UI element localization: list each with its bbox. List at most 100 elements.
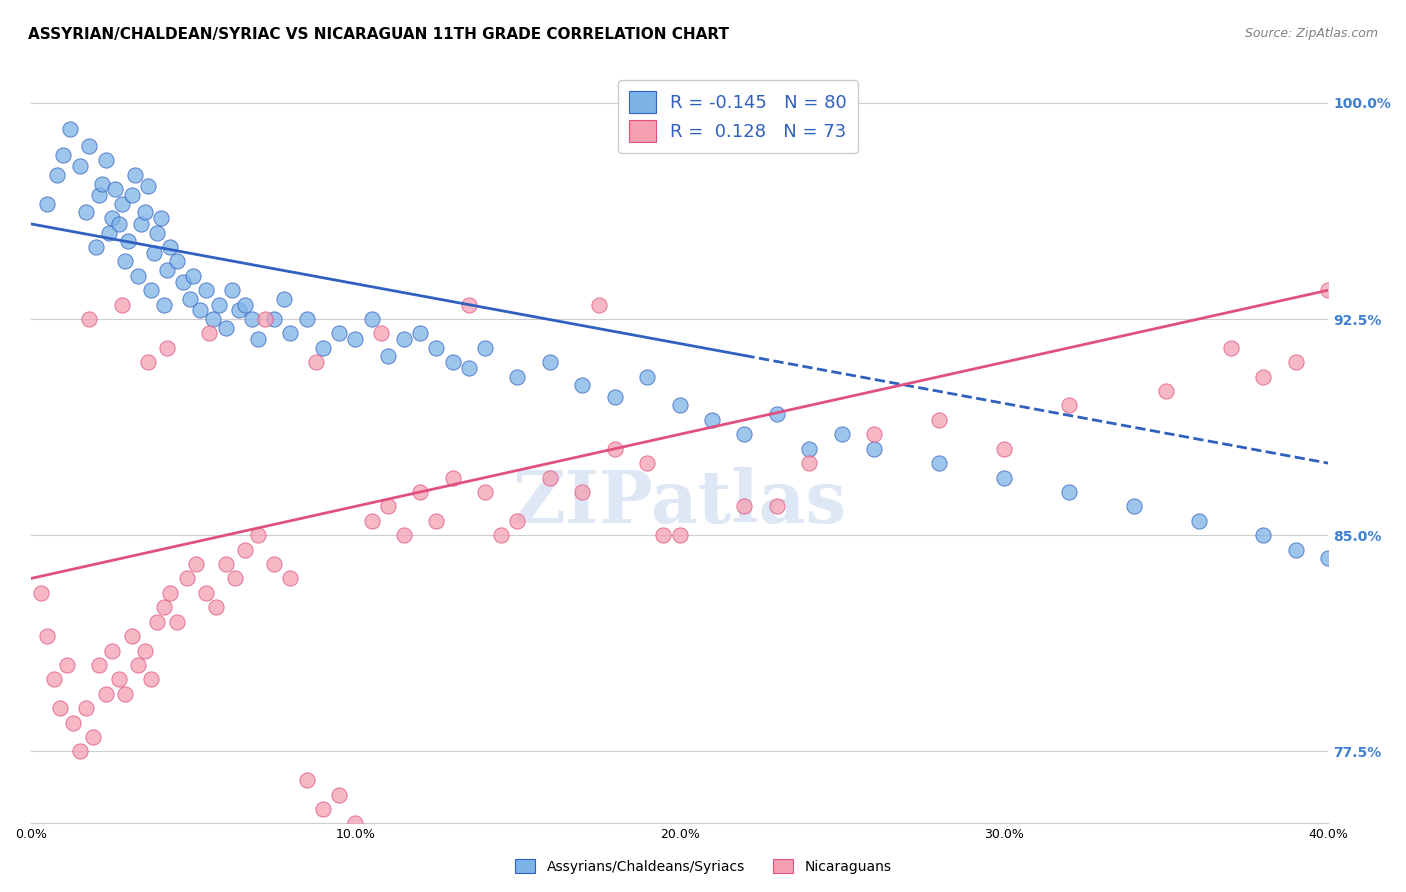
Point [603, 390, 626, 404]
Point [156, 263, 179, 277]
Point [668, 528, 690, 542]
Point [993, 470, 1015, 484]
Point [734, 500, 756, 514]
Point [101, 211, 124, 226]
Point [1285, 542, 1308, 557]
Point [328, 788, 350, 802]
Point [636, 456, 658, 470]
Point [370, 326, 392, 341]
Point [121, 629, 143, 643]
Text: ASSYRIAN/CHALDEAN/SYRIAC VS NICARAGUAN 11TH GRADE CORRELATION CHART: ASSYRIAN/CHALDEAN/SYRIAC VS NICARAGUAN 1… [28, 27, 730, 42]
Point [831, 427, 853, 442]
Point [62, 715, 84, 730]
Point [55, 657, 77, 672]
Point [766, 407, 789, 421]
Point [247, 528, 270, 542]
Legend: R = -0.145   N = 80, R =  0.128   N = 73: R = -0.145 N = 80, R = 0.128 N = 73 [619, 80, 858, 153]
Point [84, 240, 107, 254]
Point [344, 332, 367, 346]
Point [94, 153, 117, 168]
Point [134, 643, 156, 657]
Point [1317, 551, 1340, 566]
Point [153, 297, 176, 311]
Point [474, 485, 496, 500]
Text: ZIPatlas: ZIPatlas [513, 467, 846, 538]
Point [188, 303, 211, 318]
Point [863, 427, 886, 442]
Point [1253, 369, 1275, 384]
Point [117, 234, 139, 248]
Point [79, 139, 101, 153]
Point [104, 182, 127, 196]
Point [186, 557, 208, 571]
Point [734, 427, 756, 442]
Point [799, 456, 821, 470]
Legend: Assyrians/Chaldeans/Syriacs, Nicaraguans: Assyrians/Chaldeans/Syriacs, Nicaraguans [508, 852, 898, 880]
Point [127, 268, 149, 283]
Point [37, 629, 59, 643]
Point [247, 332, 270, 346]
Point [240, 312, 263, 326]
Point [49, 701, 72, 715]
Point [1057, 485, 1080, 500]
Point [571, 378, 593, 392]
Point [146, 226, 169, 240]
Point [87, 657, 110, 672]
Point [46, 168, 69, 182]
Point [295, 773, 318, 788]
Point [233, 297, 256, 311]
Point [538, 355, 561, 369]
Point [1187, 514, 1209, 528]
Point [111, 297, 134, 311]
Point [1253, 528, 1275, 542]
Point [457, 361, 479, 376]
Point [636, 369, 658, 384]
Point [30, 586, 52, 600]
Point [159, 586, 181, 600]
Point [253, 312, 276, 326]
Point [1154, 384, 1177, 398]
Point [59, 121, 82, 136]
Point [181, 268, 204, 283]
Point [114, 687, 136, 701]
Point [263, 557, 285, 571]
Point [52, 147, 75, 161]
Point [42, 673, 65, 687]
Point [441, 470, 464, 484]
Point [205, 600, 228, 615]
Point [928, 456, 950, 470]
Point [208, 297, 231, 311]
Point [107, 673, 129, 687]
Point [344, 816, 367, 830]
Point [69, 744, 91, 758]
Point [97, 226, 120, 240]
Point [538, 470, 561, 484]
Point [280, 571, 302, 585]
Point [1317, 283, 1340, 297]
Point [491, 528, 513, 542]
Point [136, 179, 159, 194]
Point [166, 615, 188, 629]
Point [75, 205, 97, 219]
Point [146, 615, 169, 629]
Point [166, 254, 188, 268]
Point [360, 514, 382, 528]
Point [214, 320, 236, 334]
Point [863, 442, 886, 456]
Point [107, 217, 129, 231]
Point [224, 571, 246, 585]
Point [425, 514, 447, 528]
Point [127, 657, 149, 672]
Point [409, 485, 432, 500]
Point [425, 341, 447, 355]
Point [392, 332, 415, 346]
Point [124, 168, 146, 182]
Point [441, 355, 464, 369]
Point [377, 500, 399, 514]
Point [928, 413, 950, 427]
Point [993, 442, 1015, 456]
Point [136, 355, 159, 369]
Point [94, 687, 117, 701]
Point [377, 350, 399, 364]
Point [360, 312, 382, 326]
